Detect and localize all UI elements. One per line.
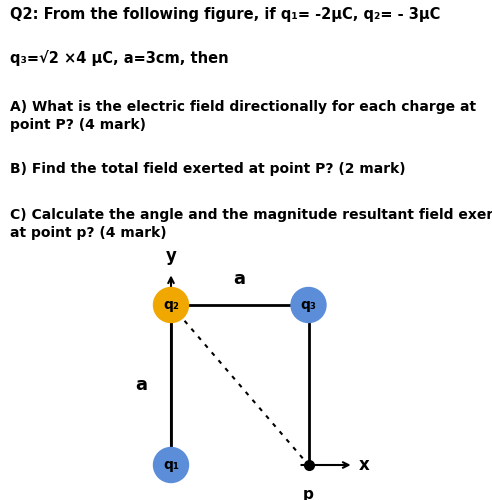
Text: C) Calculate the angle and the magnitude resultant field exerted
at point p? (4 : C) Calculate the angle and the magnitude… — [10, 208, 492, 240]
Circle shape — [154, 448, 188, 482]
Circle shape — [154, 288, 188, 322]
Text: q₂: q₂ — [163, 298, 179, 312]
Text: Q2: From the following figure, if q₁= -2μC, q₂= - 3μC: Q2: From the following figure, if q₁= -2… — [10, 8, 440, 22]
Text: x: x — [359, 456, 369, 474]
Text: a: a — [234, 270, 246, 287]
Text: y: y — [166, 247, 177, 265]
Text: q₃: q₃ — [301, 298, 316, 312]
Circle shape — [291, 288, 326, 322]
Text: A) What is the electric field directionally for each charge at
point P? (4 mark): A) What is the electric field directiona… — [10, 100, 476, 132]
Text: a: a — [135, 376, 147, 394]
Text: q₃=√2 ×4 μC, a=3cm, then: q₃=√2 ×4 μC, a=3cm, then — [10, 50, 228, 66]
Text: B) Find the total field exerted at point P? (2 mark): B) Find the total field exerted at point… — [10, 162, 405, 176]
Text: p: p — [303, 488, 314, 500]
Text: q₁: q₁ — [163, 458, 179, 472]
